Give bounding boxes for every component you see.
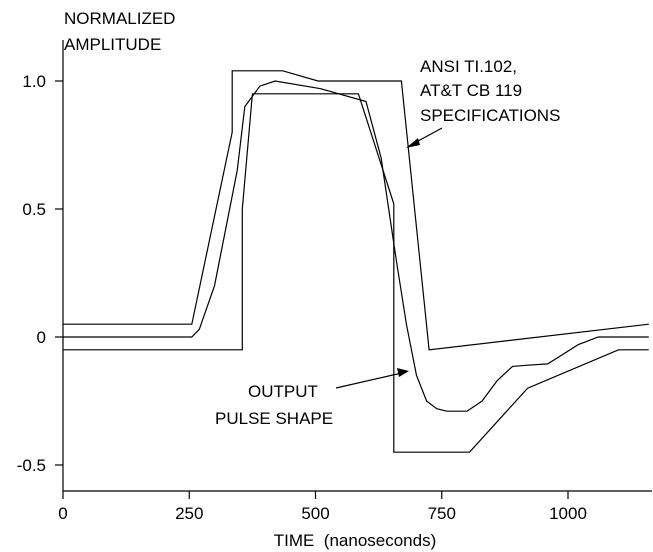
y-tick-label: 1.0: [22, 72, 46, 91]
pulse-annotation-line-2: PULSE SHAPE: [215, 409, 333, 428]
pulse-annotation-arrow: [335, 368, 409, 389]
x-tick-label: 0: [58, 504, 67, 523]
lower-mask-line: [63, 93, 649, 453]
spec-annotation-arrow: [406, 127, 443, 148]
x-axis-title: TIME (nanoseconds): [274, 531, 437, 550]
y-tick-label: 0.5: [22, 200, 46, 219]
x-tick-label: 500: [301, 504, 329, 523]
x-tick-label: 250: [175, 504, 203, 523]
x-tick-label: 750: [428, 504, 456, 523]
series-lines: [63, 70, 649, 453]
y-axis-title-line-2: AMPLITUDE: [64, 35, 161, 54]
y-tick-label: -0.5: [17, 456, 46, 475]
spec-annotation-line-2: AT&T CB 119: [420, 81, 522, 100]
spec-annotation-line-1: ANSI TI.102,: [420, 57, 517, 76]
upper-mask-line: [63, 70, 649, 351]
axis-ticks: 0 250 500 750 1000 1.0 0.5 0 -0.5: [17, 72, 587, 523]
spec-annotation-line-3: SPECIFICATIONS: [420, 106, 560, 125]
x-tick-label: 1000: [549, 504, 587, 523]
output-pulse-line: [63, 80, 649, 412]
pulse-annotation-line-1: OUTPUT: [248, 382, 318, 401]
y-axis-title-line-1: NORMALIZED: [64, 9, 175, 28]
y-tick-label: 0: [37, 328, 46, 347]
